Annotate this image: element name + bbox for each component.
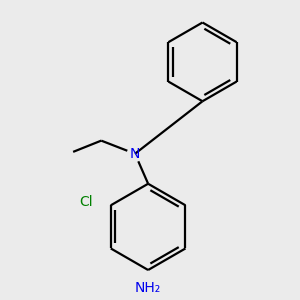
Text: NH₂: NH₂ <box>135 281 161 295</box>
Text: N: N <box>130 147 140 161</box>
Text: Cl: Cl <box>80 195 93 208</box>
